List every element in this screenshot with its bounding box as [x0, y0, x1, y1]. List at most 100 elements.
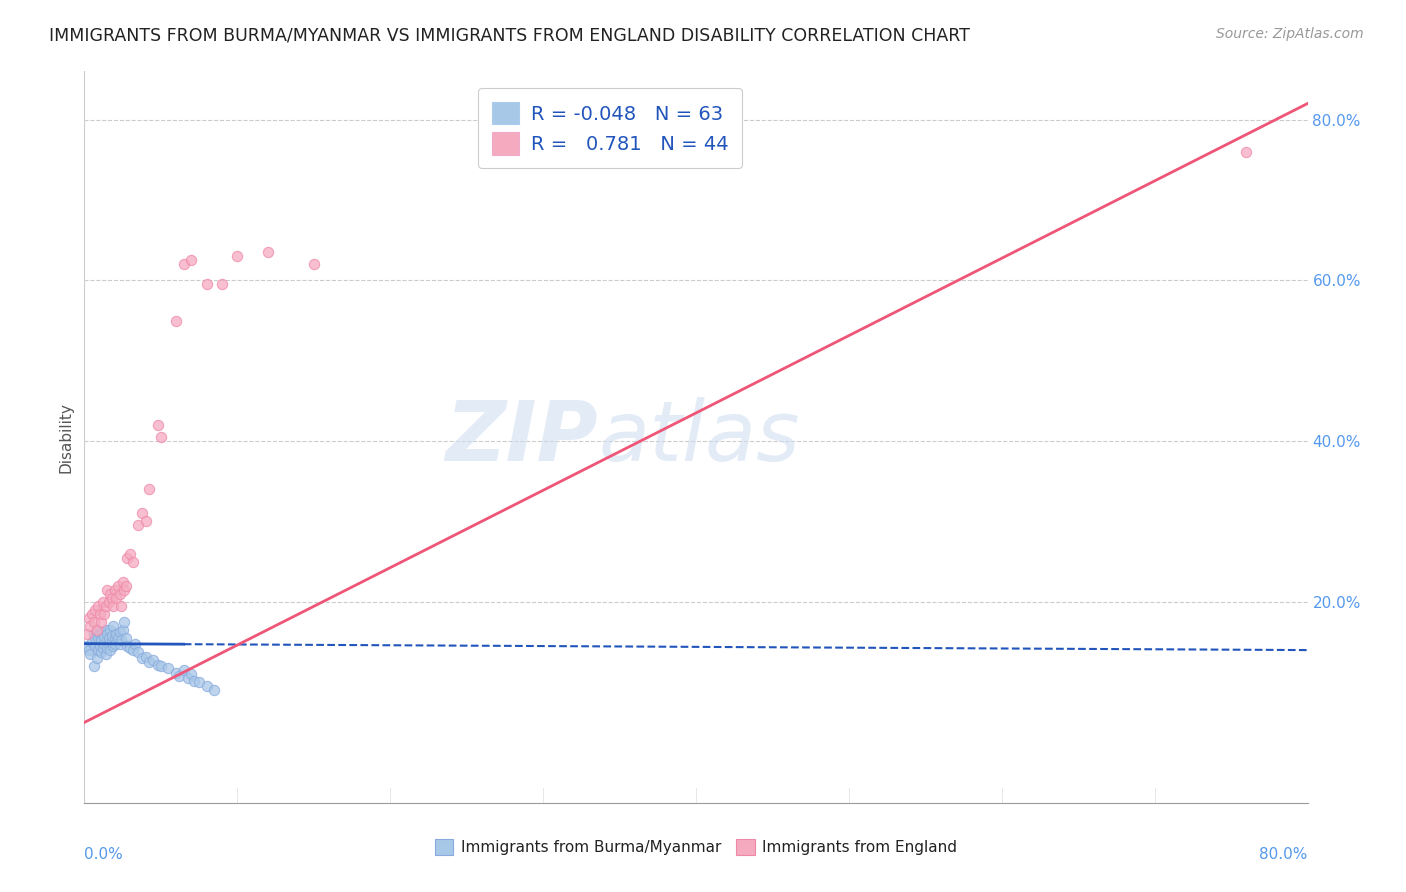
Point: [98, 623, 121, 637]
Point: [84, 631, 107, 645]
Point: [86, 623, 108, 637]
Point: [84, 639, 107, 653]
Point: [195, 679, 218, 693]
Point: [104, 582, 127, 597]
Point: [93, 629, 115, 643]
Point: [211, 277, 233, 292]
Point: [79, 647, 101, 661]
Point: [97, 637, 120, 651]
Point: [138, 483, 160, 497]
Point: [122, 555, 145, 569]
Point: [90, 645, 112, 659]
Point: [226, 249, 249, 263]
Point: [120, 547, 142, 561]
Point: [104, 631, 127, 645]
Point: [89, 627, 111, 641]
Point: [257, 245, 280, 260]
Point: [173, 257, 195, 271]
Point: [77, 611, 100, 625]
Point: [89, 639, 111, 653]
Point: [115, 550, 138, 565]
Point: [157, 661, 180, 675]
Point: [131, 507, 153, 521]
Point: [111, 623, 134, 637]
Y-axis label: Disability: Disability: [58, 401, 73, 473]
Point: [98, 587, 121, 601]
Point: [107, 579, 129, 593]
Point: [76, 627, 98, 641]
Point: [101, 629, 124, 643]
Point: [93, 607, 115, 621]
Point: [108, 637, 131, 651]
Point: [86, 651, 108, 665]
Point: [202, 683, 225, 698]
Point: [110, 633, 132, 648]
Point: [91, 595, 114, 609]
Point: [111, 574, 134, 589]
Legend: Immigrants from Burma/Myanmar, Immigrants from England: Immigrants from Burma/Myanmar, Immigrant…: [429, 833, 963, 861]
Point: [177, 671, 200, 685]
Point: [101, 591, 124, 605]
Point: [131, 651, 153, 665]
Point: [97, 631, 120, 645]
Point: [87, 599, 110, 613]
Point: [195, 277, 218, 292]
Point: [94, 623, 117, 637]
Point: [103, 599, 125, 613]
Point: [105, 627, 128, 641]
Point: [1236, 145, 1258, 159]
Point: [135, 515, 157, 529]
Point: [183, 673, 205, 688]
Point: [188, 675, 211, 690]
Point: [302, 257, 325, 271]
Point: [105, 591, 128, 605]
Text: 0.0%: 0.0%: [84, 847, 124, 862]
Point: [84, 603, 107, 617]
Point: [138, 655, 160, 669]
Point: [96, 627, 118, 641]
Point: [112, 582, 135, 597]
Point: [110, 599, 132, 613]
Point: [173, 663, 195, 677]
Point: [87, 631, 110, 645]
Point: [83, 627, 105, 641]
Point: [108, 587, 131, 601]
Text: 80.0%: 80.0%: [1260, 847, 1308, 862]
Point: [80, 607, 103, 621]
Point: [83, 659, 105, 673]
Point: [112, 615, 135, 629]
Point: [86, 623, 108, 637]
Point: [77, 643, 100, 657]
Point: [122, 643, 145, 657]
Point: [91, 640, 114, 655]
Point: [165, 313, 187, 327]
Point: [107, 631, 129, 645]
Text: Source: ZipAtlas.com: Source: ZipAtlas.com: [1216, 27, 1364, 41]
Point: [83, 615, 105, 629]
Point: [104, 637, 127, 651]
Point: [165, 665, 187, 680]
Point: [124, 637, 146, 651]
Point: [97, 595, 120, 609]
Point: [91, 625, 114, 640]
Point: [103, 639, 125, 653]
Point: [89, 607, 111, 621]
Point: [90, 633, 112, 648]
Point: [149, 659, 172, 673]
Point: [93, 637, 115, 651]
Point: [80, 635, 103, 649]
Point: [87, 643, 110, 657]
Point: [94, 647, 117, 661]
Point: [114, 579, 136, 593]
Point: [180, 667, 202, 681]
Point: [94, 599, 117, 613]
Point: [167, 669, 190, 683]
Point: [149, 430, 172, 444]
Point: [90, 615, 112, 629]
Point: [180, 253, 202, 268]
Point: [76, 639, 98, 653]
Point: [114, 631, 136, 645]
Point: [79, 619, 101, 633]
Point: [103, 619, 125, 633]
Point: [96, 641, 118, 656]
